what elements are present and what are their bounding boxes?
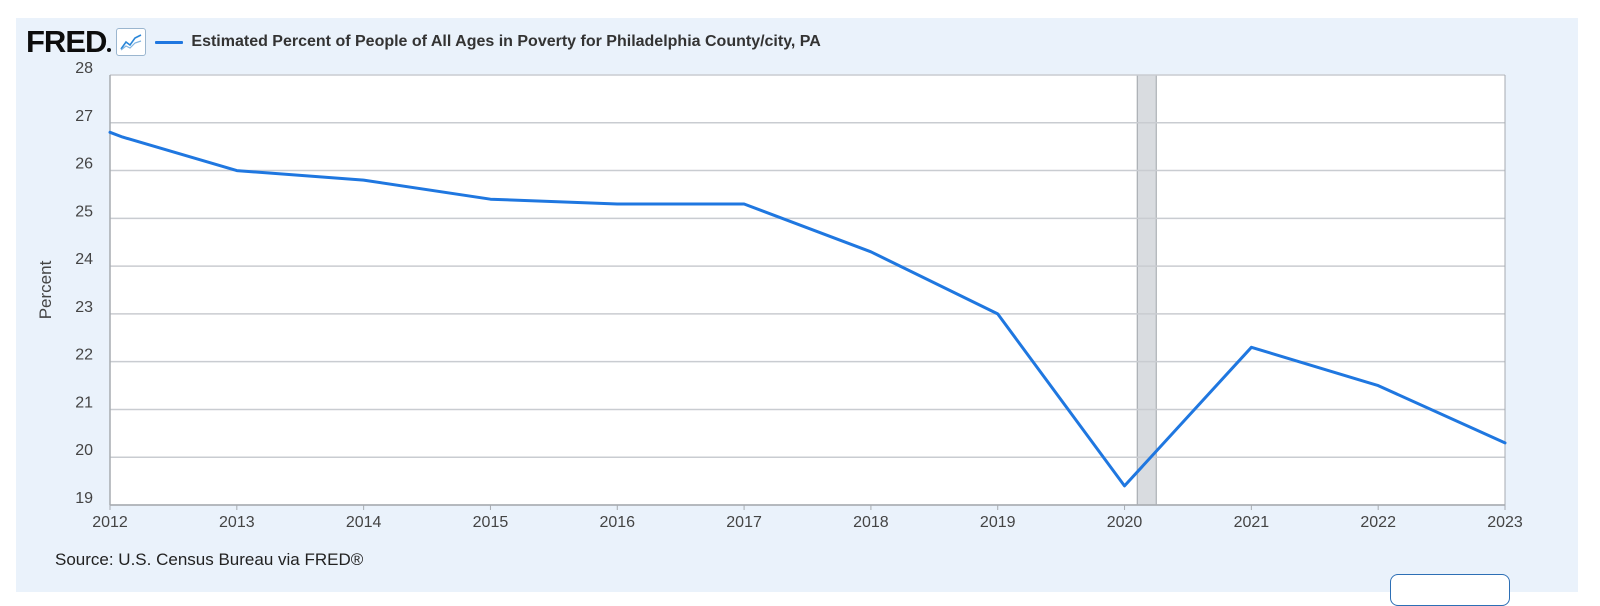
x-tick-label: 2019 bbox=[980, 514, 1016, 531]
y-tick-label: 20 bbox=[75, 442, 93, 459]
y-tick-label: 19 bbox=[75, 490, 93, 507]
logo-dot bbox=[107, 48, 112, 52]
x-tick-label: 2012 bbox=[92, 514, 128, 531]
legend-swatch bbox=[155, 40, 184, 44]
plot-area bbox=[110, 75, 1505, 505]
chart-header: FRED Estimated Percent of People of All … bbox=[26, 26, 821, 58]
x-tick-label: 2013 bbox=[219, 514, 255, 531]
y-tick-label: 25 bbox=[75, 203, 93, 220]
y-tick-label: 24 bbox=[75, 251, 93, 268]
y-tick-label: 26 bbox=[75, 156, 93, 173]
edit-graph-button[interactable] bbox=[1390, 574, 1510, 606]
x-tick-label: 2017 bbox=[726, 514, 762, 531]
x-tick-label: 2021 bbox=[1234, 514, 1270, 531]
recession-band bbox=[1136, 74, 1157, 506]
x-tick-label: 2022 bbox=[1360, 514, 1396, 531]
series-line[interactable] bbox=[108, 130, 1507, 488]
x-tick-label: 2020 bbox=[1107, 514, 1143, 531]
y-tick-label: 27 bbox=[75, 108, 93, 125]
source-note: Source: U.S. Census Bureau via FRED® bbox=[55, 550, 364, 569]
x-tick-label: 2014 bbox=[346, 514, 382, 531]
y-axis-label: Percent bbox=[36, 260, 55, 319]
legend-series-label[interactable]: Estimated Percent of People of All Ages … bbox=[191, 33, 821, 50]
x-tick-label: 2018 bbox=[853, 514, 889, 531]
y-tick-label: 23 bbox=[75, 299, 93, 316]
x-tick-label: 2016 bbox=[599, 514, 635, 531]
y-tick-label: 22 bbox=[75, 347, 93, 364]
x-tick-label: 2015 bbox=[473, 514, 509, 531]
line-graph-icon[interactable] bbox=[116, 28, 147, 56]
y-tick-label: 28 bbox=[75, 60, 93, 77]
x-tick-label: 2023 bbox=[1487, 514, 1523, 531]
fred-logo[interactable]: FRED bbox=[26, 24, 107, 59]
y-tick-label: 21 bbox=[75, 394, 93, 411]
